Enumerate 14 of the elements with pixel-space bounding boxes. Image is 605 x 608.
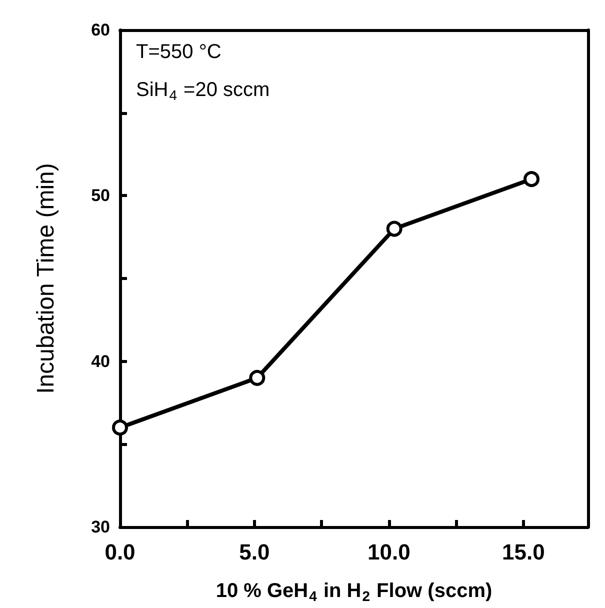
x-tick-label: 15.0 xyxy=(502,540,545,564)
y-tick-label: 40 xyxy=(91,352,110,371)
y-tick-label: 50 xyxy=(91,186,110,206)
y-axis-title: Incubation Time (min) xyxy=(32,163,60,394)
x-tick-label: 5.0 xyxy=(239,540,270,564)
x-tick-label: 10.0 xyxy=(368,540,410,564)
y-tick-label: 60 xyxy=(91,20,110,40)
annotation: T=550 °C xyxy=(136,41,222,63)
x-tick-label: 0.0 xyxy=(104,540,136,564)
point xyxy=(524,171,540,188)
point xyxy=(112,420,128,436)
y-tick-label: 30 xyxy=(91,518,110,536)
point xyxy=(386,220,402,237)
point xyxy=(249,370,266,386)
